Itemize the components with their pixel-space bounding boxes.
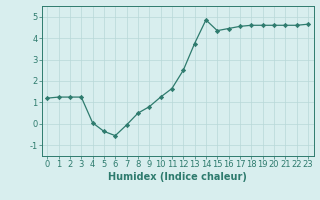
X-axis label: Humidex (Indice chaleur): Humidex (Indice chaleur) [108, 172, 247, 182]
